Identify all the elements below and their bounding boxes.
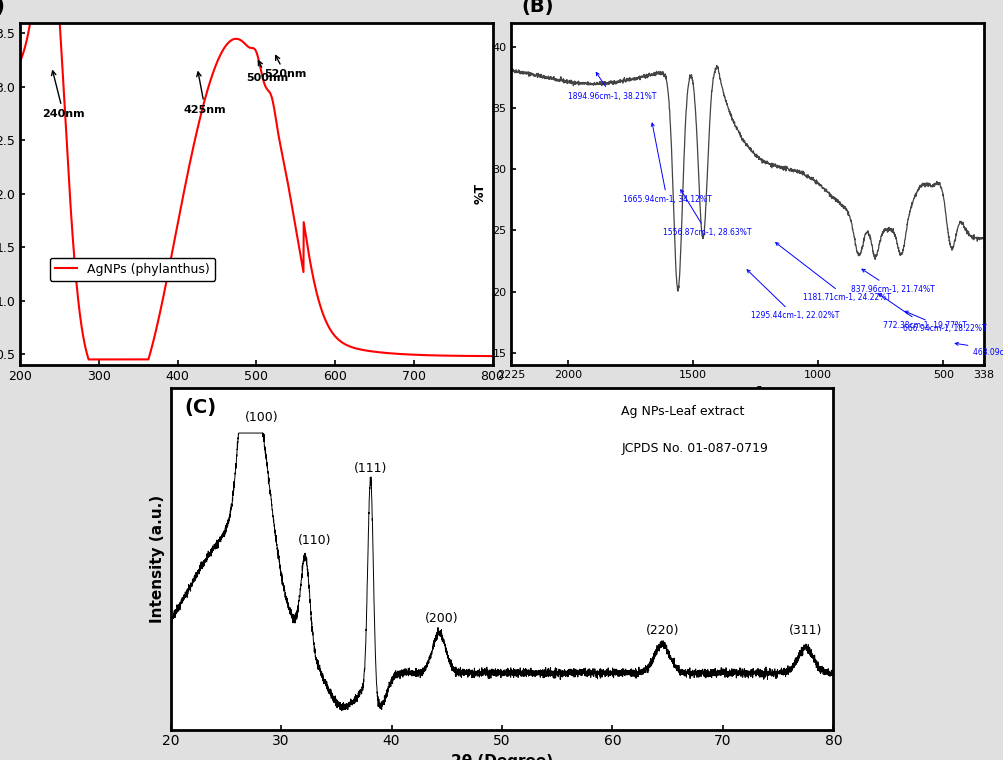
Text: (100): (100)	[244, 410, 278, 423]
Text: 520nm: 520nm	[264, 55, 306, 79]
Text: (220): (220)	[645, 624, 678, 637]
AgNPs (phylanthus)	[82, 355, 94, 364]
Text: 500nm: 500nm	[246, 61, 288, 83]
AgNPs (phylanthus)	[472, 351, 484, 360]
Text: (110): (110)	[297, 534, 331, 547]
Text: (311): (311)	[788, 624, 821, 637]
Text: 1181.71cm-1, 24.22%T: 1181.71cm-1, 24.22%T	[775, 242, 891, 302]
AgNPs (phylanthus)	[244, 43, 256, 52]
Text: Ag NPs-Leaf extract: Ag NPs-Leaf extract	[621, 405, 744, 418]
Y-axis label: Intensity (a.u.): Intensity (a.u.)	[150, 495, 164, 622]
X-axis label: 2θ (Degree): 2θ (Degree)	[450, 754, 553, 760]
AgNPs (phylanthus)	[38, 18, 50, 27]
Line: AgNPs (phylanthus): AgNPs (phylanthus)	[20, 23, 492, 359]
Text: (111): (111)	[353, 462, 387, 475]
AgNPs (phylanthus)	[486, 352, 498, 361]
Text: 468.09cm-1, 15.63%T: 468.09cm-1, 15.63%T	[954, 342, 1003, 357]
Text: 425nm: 425nm	[184, 72, 227, 115]
Text: (200): (200)	[424, 612, 457, 625]
AgNPs (phylanthus)	[14, 57, 26, 66]
Text: 1894.96cm-1, 38.21%T: 1894.96cm-1, 38.21%T	[568, 72, 656, 100]
Text: 837.96cm-1, 21.74%T: 837.96cm-1, 21.74%T	[850, 269, 934, 293]
Y-axis label: %T: %T	[473, 183, 486, 204]
Text: (C): (C)	[184, 398, 216, 416]
Text: (A): (A)	[0, 0, 6, 16]
Text: JCPDS No. 01-087-0719: JCPDS No. 01-087-0719	[621, 442, 767, 455]
AgNPs (phylanthus)	[472, 351, 484, 360]
X-axis label: cm-1: cm-1	[730, 385, 764, 398]
AgNPs (phylanthus)	[24, 18, 36, 27]
Text: (B): (B)	[521, 0, 553, 16]
Text: 772.38cm-1, 19.77%T: 772.38cm-1, 19.77%T	[878, 293, 966, 330]
AgNPs (phylanthus)	[386, 349, 398, 358]
Text: 1556.87cm-1, 28.63%T: 1556.87cm-1, 28.63%T	[662, 190, 750, 237]
X-axis label: Wanelength (nm): Wanelength (nm)	[189, 388, 324, 402]
Text: 666.94cm-1, 18.22%T: 666.94cm-1, 18.22%T	[903, 311, 986, 333]
Legend: AgNPs (phylanthus): AgNPs (phylanthus)	[50, 258, 215, 280]
Text: 1665.94cm-1, 34.12%T: 1665.94cm-1, 34.12%T	[622, 123, 711, 204]
Text: 240nm: 240nm	[42, 71, 84, 119]
Text: 1295.44cm-1, 22.02%T: 1295.44cm-1, 22.02%T	[746, 270, 839, 321]
AgNPs (phylanthus)	[232, 34, 244, 43]
